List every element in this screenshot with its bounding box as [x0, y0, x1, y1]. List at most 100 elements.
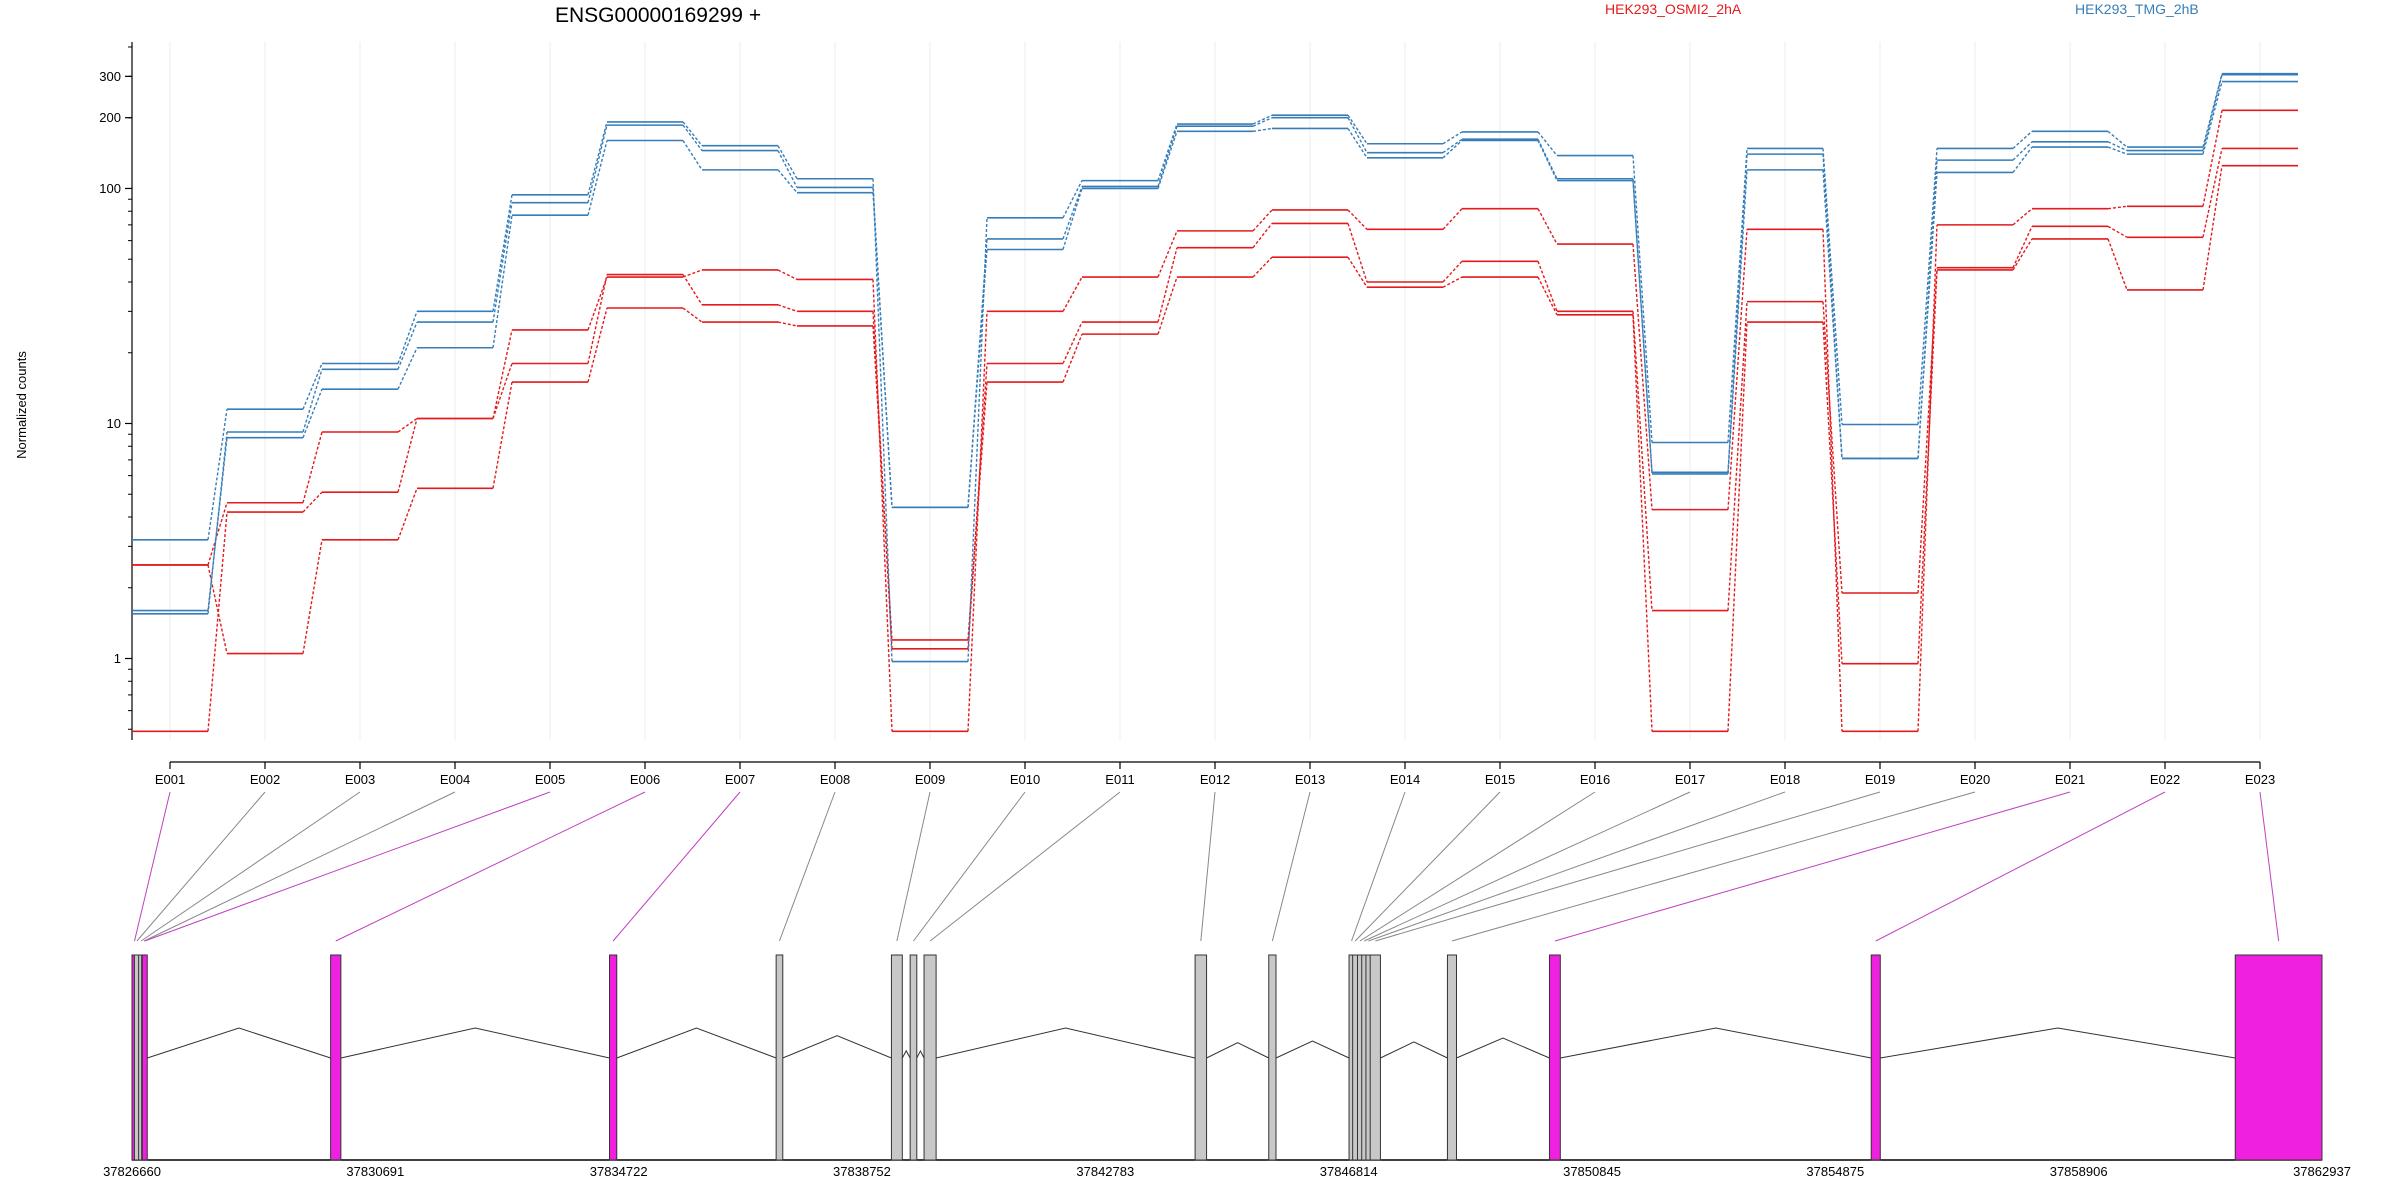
series-connector — [1537, 208, 1558, 245]
coordinate-label: 37862937 — [2293, 1164, 2351, 1179]
legend-item-tmg: HEK293_TMG_2hB — [2075, 1, 2199, 17]
exon-connector — [1875, 791, 2166, 942]
series-connector — [1632, 155, 1653, 443]
series-connector — [492, 202, 513, 323]
intron-line — [1880, 1027, 2236, 1059]
exon-box — [609, 954, 618, 1161]
exon-connector — [913, 791, 1026, 942]
intron-line — [1380, 1041, 1448, 1059]
series-connector — [207, 409, 228, 540]
series-connector — [587, 121, 608, 195]
exon-connector — [1368, 791, 1786, 942]
series-connector — [1442, 131, 1463, 145]
series-connector — [1252, 256, 1273, 278]
exon-connector — [929, 791, 1121, 942]
series-connector — [1632, 244, 1653, 510]
series-connector — [1252, 117, 1273, 127]
series-connector — [302, 539, 323, 654]
exon-connector-lines — [134, 791, 2280, 942]
series-connector — [1347, 209, 1368, 230]
series-connector — [2012, 208, 2033, 226]
series-connector — [302, 369, 323, 433]
exon-box — [2234, 954, 2323, 1161]
series-connector — [777, 269, 798, 281]
series-connector — [1252, 127, 1273, 133]
exon-connector — [335, 791, 646, 942]
series-connector — [302, 363, 323, 410]
series-connector — [682, 124, 703, 151]
exon-box — [1268, 954, 1277, 1161]
series-connector — [1442, 139, 1463, 159]
series-connector — [587, 276, 608, 331]
series-layer — [132, 72, 2298, 733]
exon-connector — [1354, 791, 1501, 942]
y-tick-label: 200 — [99, 110, 121, 125]
coordinate-label: 37846814 — [1320, 1164, 1378, 1179]
x-tick-label: E022 — [2150, 772, 2180, 787]
series-connector — [1347, 128, 1368, 159]
coordinate-label: 37854875 — [1806, 1164, 1864, 1179]
series-connector — [777, 150, 798, 188]
series-connector — [1442, 208, 1463, 230]
series-connector — [1062, 333, 1083, 383]
x-tick-label: E023 — [2245, 772, 2275, 787]
series-connector — [2107, 205, 2128, 210]
exon-box — [775, 954, 784, 1161]
series-connector — [1537, 138, 1558, 180]
series-connector — [2107, 141, 2128, 152]
coordinate-label: 37842783 — [1076, 1164, 1134, 1179]
exon-box — [1870, 954, 1881, 1161]
series-connector — [1537, 140, 1558, 181]
exon-connector — [134, 791, 171, 942]
intron-line — [901, 1049, 911, 1059]
intron-line — [1560, 1027, 1872, 1059]
series-connector — [1347, 114, 1368, 145]
series-6 — [132, 72, 2298, 663]
series-connector — [1062, 188, 1083, 250]
series-connector — [2107, 225, 2128, 238]
series-connector — [1537, 261, 1558, 312]
intron-line — [1275, 1040, 1350, 1059]
exon-connector — [612, 791, 741, 942]
series-connector — [1062, 180, 1083, 219]
intron-line — [1456, 1037, 1550, 1059]
series-connector — [1822, 301, 1843, 594]
series-connector — [2012, 130, 2033, 149]
exon-box — [1352, 954, 1359, 1161]
series-connector — [1537, 131, 1558, 157]
coordinate-label: 37850845 — [1563, 1164, 1621, 1179]
exon-connector — [1351, 791, 1406, 942]
x-axis: E001 E002 E003 E004 E005 E006 E007 E008 E009 E010… — [155, 761, 2275, 787]
series-connector — [1062, 276, 1083, 312]
series-connector — [1442, 260, 1463, 283]
exon-connector — [144, 791, 551, 942]
x-tick-label: E014 — [1390, 772, 1420, 787]
series-3 — [132, 109, 2298, 733]
intron-line — [916, 1049, 925, 1059]
series-connector — [2202, 165, 2223, 291]
series-connector — [682, 274, 703, 306]
intron-line — [340, 1027, 610, 1059]
series-connector — [1917, 269, 1938, 664]
series-connector — [1727, 148, 1748, 443]
series-connector — [1822, 154, 1843, 459]
y-tick-label: 1 — [114, 651, 121, 666]
coordinate-label: 37830691 — [346, 1164, 404, 1179]
series-connector — [1347, 256, 1368, 288]
series-connector — [1347, 117, 1368, 154]
series-connector — [587, 307, 608, 383]
series-connector — [2107, 130, 2128, 148]
series-connector — [1917, 148, 1938, 425]
exon-connector — [143, 791, 456, 942]
series-connector — [1632, 314, 1653, 732]
series-connector — [492, 194, 513, 312]
exon-box — [890, 954, 903, 1161]
series-connector — [777, 321, 798, 327]
series-connector — [2012, 146, 2033, 173]
exon-box — [923, 954, 937, 1161]
x-tick-label: E019 — [1865, 772, 1895, 787]
series-connector — [2202, 81, 2223, 155]
series-connector — [492, 215, 513, 348]
exon-connector — [136, 791, 266, 942]
